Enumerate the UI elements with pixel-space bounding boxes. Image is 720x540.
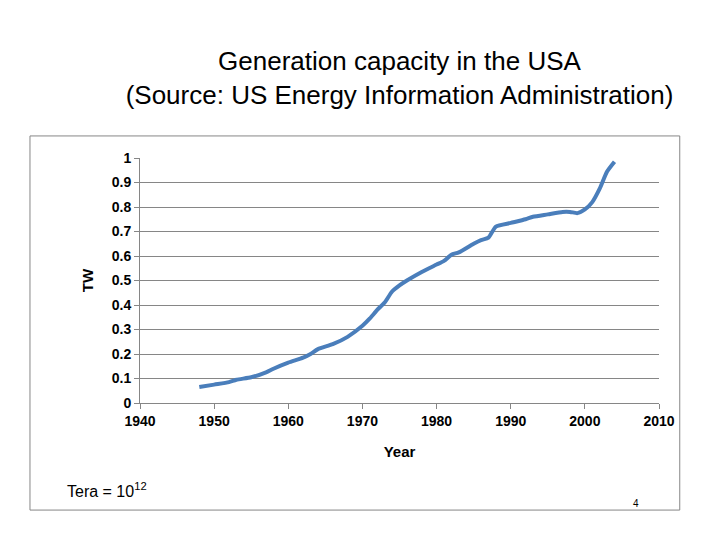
- svg-text:0.7: 0.7: [112, 223, 132, 239]
- svg-text:0: 0: [123, 395, 131, 411]
- svg-text:0.9: 0.9: [112, 174, 132, 190]
- svg-text:1940: 1940: [124, 413, 155, 429]
- svg-text:1970: 1970: [347, 413, 378, 429]
- svg-text:4: 4: [633, 498, 639, 509]
- svg-text:0.2: 0.2: [112, 346, 132, 362]
- svg-text:2000: 2000: [569, 413, 600, 429]
- svg-text:2010: 2010: [643, 413, 674, 429]
- svg-text:1960: 1960: [273, 413, 304, 429]
- svg-text:0.1: 0.1: [112, 370, 132, 386]
- svg-text:0.8: 0.8: [112, 199, 132, 215]
- svg-text:1950: 1950: [199, 413, 230, 429]
- svg-text:0.3: 0.3: [112, 321, 132, 337]
- svg-text:1: 1: [123, 150, 131, 166]
- svg-text:1980: 1980: [421, 413, 452, 429]
- svg-text:1990: 1990: [495, 413, 526, 429]
- svg-text:Generation capacity in the USA: Generation capacity in the USA(Source: U…: [126, 46, 674, 110]
- svg-text:TW: TW: [79, 268, 96, 292]
- svg-text:Tera = 10​12​: Tera = 10​12​: [67, 480, 147, 500]
- svg-text:0.5: 0.5: [112, 272, 132, 288]
- svg-text:Year: Year: [384, 443, 416, 460]
- svg-text:0.6: 0.6: [112, 248, 132, 264]
- svg-text:0.4: 0.4: [112, 297, 132, 313]
